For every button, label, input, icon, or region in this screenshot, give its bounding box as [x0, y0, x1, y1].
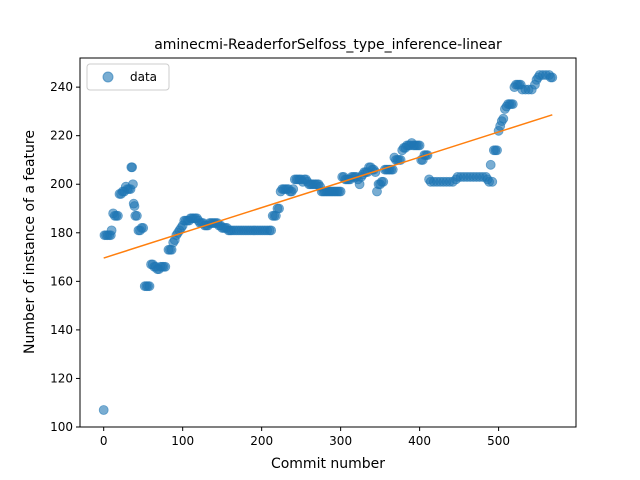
data-point [106, 225, 117, 236]
y-tick-label: 100 [50, 420, 73, 434]
data-point [128, 179, 138, 190]
x-axis-title: Commit number [271, 456, 385, 472]
data-point [492, 145, 502, 156]
legend: data [86, 63, 170, 91]
data-point [160, 261, 171, 272]
fit-line [103, 114, 553, 259]
x-tick-label: 0 [100, 434, 108, 448]
data-point [274, 203, 284, 214]
data-point [485, 159, 496, 170]
x-tick-label: 100 [171, 434, 194, 448]
axis-ticks: 0 100 200 300 400 500 100 120 140 160 180 200 220 240 [50, 80, 510, 448]
data-point [335, 186, 346, 197]
legend-label-data: data [130, 70, 157, 84]
y-tick-label: 240 [50, 80, 73, 94]
data-point [487, 176, 498, 187]
data-point [266, 225, 277, 236]
data-point [498, 113, 509, 124]
data-point [507, 99, 518, 110]
data-point [113, 210, 123, 221]
y-tick-label: 200 [50, 177, 73, 191]
chart-title: aminecmi-ReaderforSelfoss_type_inference… [154, 37, 502, 53]
data-point [138, 223, 149, 233]
y-tick-label: 120 [50, 371, 73, 385]
legend-box [86, 63, 170, 91]
data-point [547, 72, 558, 83]
x-tick-label: 500 [487, 434, 510, 448]
legend-marker-data [102, 71, 114, 83]
x-tick-label: 300 [329, 434, 352, 448]
y-tick-label: 220 [50, 129, 73, 143]
y-tick-label: 140 [50, 323, 73, 337]
y-axis-title: Number of instance of a feature [22, 130, 38, 354]
data-point [144, 281, 155, 292]
plot-area [98, 70, 558, 415]
data-point [288, 184, 299, 194]
y-tick-label: 180 [50, 226, 73, 240]
x-tick-label: 200 [250, 434, 273, 448]
x-tick-label: 400 [408, 434, 431, 448]
data-point [98, 405, 109, 415]
y-tick-label: 160 [50, 274, 73, 288]
data-point [414, 140, 425, 151]
data-point [129, 201, 140, 211]
data-point [378, 176, 389, 187]
plot-frame [79, 57, 577, 428]
data-point [131, 210, 142, 221]
data-point [127, 162, 138, 173]
